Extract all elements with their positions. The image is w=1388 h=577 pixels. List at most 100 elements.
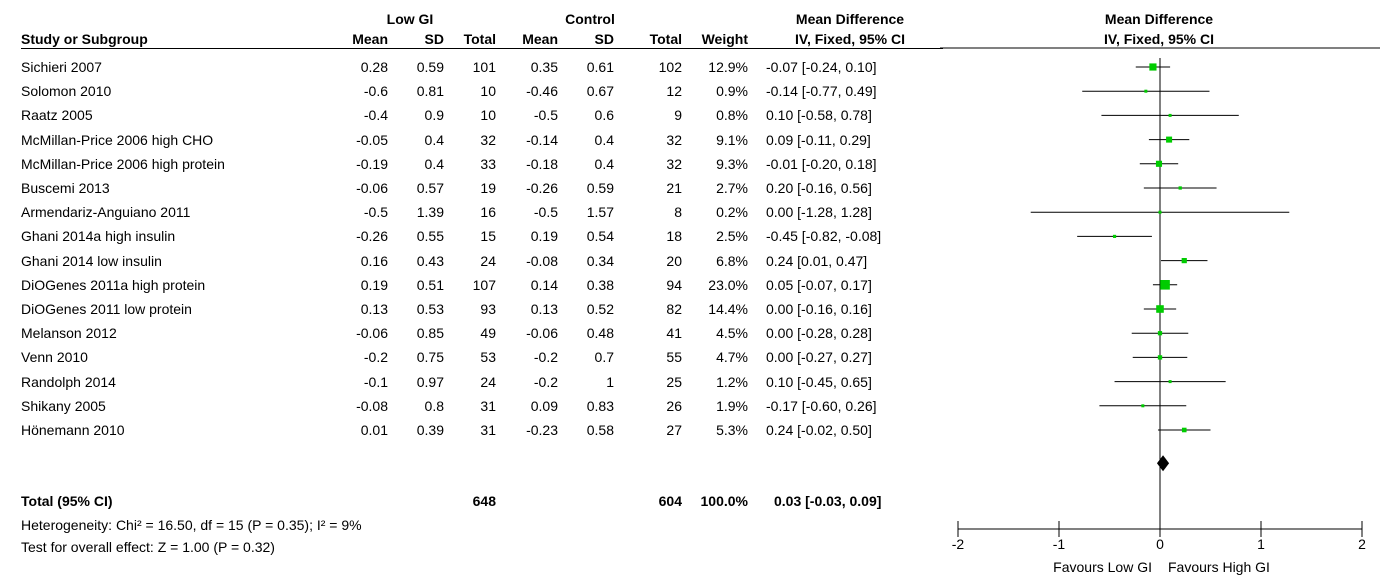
low-gi-mean: -0.08 (356, 397, 388, 414)
low-gi-total: 32 (480, 131, 496, 148)
low-gi-mean: -0.5 (363, 204, 388, 221)
low-gi-sd: 0.53 (416, 301, 444, 317)
control-sd: 0.6 (594, 107, 614, 124)
control-mean: 0.14 (530, 276, 558, 293)
total-low-gi-n: 648 (472, 493, 496, 509)
total-weight: 100.0% (700, 493, 748, 509)
x-tick-label: -2 (952, 536, 965, 552)
study-weight: 6.8% (716, 252, 748, 269)
study-name: Armendariz-Anguiano 2011 (21, 204, 191, 221)
study-ci: 0.10 [-0.45, 0.65] (766, 373, 872, 390)
study-weight: 2.5% (716, 228, 748, 245)
control-total: 32 (666, 155, 682, 172)
study-weight: 4.7% (716, 349, 748, 366)
study-ci: -0.45 [-0.82, -0.08] (766, 228, 882, 245)
control-sd: 0.4 (594, 131, 614, 148)
low-gi-total: 107 (472, 276, 496, 293)
x-tick-label: 1 (1257, 536, 1265, 552)
low-gi-mean: -0.06 (356, 325, 388, 342)
low-gi-sd: 0.51 (416, 276, 444, 293)
total-label: Total (95% CI) (21, 493, 113, 509)
overall-effect-text: Test for overall effect: Z = 1.00 (P = 0… (21, 539, 275, 555)
low-gi-total: 15 (480, 228, 496, 245)
low-gi-sd: 0.59 (416, 59, 444, 75)
forest-table: Low GI Control Mean Difference Study or … (21, 11, 943, 555)
low-gi-total: 31 (480, 397, 496, 414)
low-gi-total: 33 (480, 155, 496, 172)
study-name: DiOGenes 2011a high protein (21, 276, 206, 293)
study-name: Raatz 2005 (21, 107, 93, 124)
low-gi-mean: -0.1 (363, 373, 388, 390)
study-name: Hönemann 2010 (21, 422, 125, 438)
study-weight: 5.3% (716, 422, 748, 438)
study-weight: 1.9% (716, 397, 748, 414)
study-name: Buscemi 2013 (21, 180, 110, 196)
low-gi-sd: 0.57 (416, 180, 444, 196)
control-sd: 0.48 (586, 325, 614, 342)
low-gi-sd: 0.9 (424, 107, 444, 124)
control-mean: -0.06 (526, 325, 558, 342)
point-estimate-marker (1149, 63, 1157, 71)
low-gi-mean: -0.2 (363, 349, 388, 366)
study-ci: 0.05 [-0.07, 0.17] (766, 276, 872, 293)
control-sd: 0.38 (586, 276, 614, 293)
weight-header: Weight (701, 31, 748, 47)
low-gi-sd: 0.85 (416, 325, 444, 342)
low-gi-mean-header: Mean (352, 31, 388, 47)
study-weight: 4.5% (716, 325, 748, 342)
control-mean: -0.2 (533, 349, 558, 366)
control-sd: 0.52 (586, 301, 614, 317)
low-gi-sd: 0.97 (416, 373, 444, 390)
control-sd: 0.34 (586, 252, 614, 269)
control-total: 9 (674, 107, 682, 124)
low-gi-mean: 0.01 (360, 422, 388, 438)
control-mean: -0.5 (533, 107, 558, 124)
control-total: 41 (666, 325, 682, 342)
control-sd: 0.61 (586, 59, 614, 75)
study-ci: 0.00 [-1.28, 1.28] (766, 204, 872, 221)
plot-header-top: Mean Difference (1105, 11, 1213, 27)
control-mean: -0.14 (526, 131, 558, 148)
plot-header-sub: IV, Fixed, 95% CI (1104, 31, 1214, 47)
study-weight: 2.7% (716, 180, 748, 196)
total-ci: 0.03 [-0.03, 0.09] (774, 493, 882, 509)
low-gi-sd: 0.4 (424, 131, 444, 148)
study-weight: 12.9% (708, 59, 748, 75)
low-gi-mean: 0.16 (360, 252, 388, 269)
point-estimate-marker (1157, 355, 1163, 360)
study-column-header: Study or Subgroup (21, 31, 148, 47)
study-weight: 9.3% (716, 155, 748, 172)
control-sd: 0.4 (594, 155, 614, 172)
study-name: McMillan-Price 2006 high CHO (21, 131, 214, 148)
study-name: Ghani 2014a high insulin (21, 228, 176, 245)
low-gi-mean: -0.26 (356, 228, 388, 245)
control-total: 21 (666, 180, 682, 196)
study-name: Solomon 2010 (21, 83, 112, 100)
control-total: 94 (666, 276, 682, 293)
point-estimate-marker (1157, 331, 1163, 336)
point-estimate-marker (1181, 427, 1187, 433)
low-gi-sd: 0.55 (416, 228, 444, 245)
low-gi-total-header: Total (463, 31, 496, 47)
control-total: 55 (666, 349, 682, 366)
study-weight: 0.2% (716, 204, 748, 221)
study-weight: 14.4% (708, 301, 748, 317)
low-gi-mean: -0.06 (356, 180, 388, 196)
study-weight: 23.0% (708, 276, 748, 293)
header-rule (21, 48, 943, 49)
study-ci: -0.01 [-0.20, 0.18] (766, 155, 877, 172)
study-name: Randolph 2014 (21, 373, 116, 390)
control-mean: -0.08 (526, 252, 558, 269)
low-gi-header: Low GI (386, 11, 434, 27)
low-gi-sd: 0.43 (416, 252, 444, 269)
control-sd-header: SD (594, 31, 614, 47)
study-ci: 0.24 [-0.02, 0.50] (766, 422, 872, 438)
control-mean: -0.26 (526, 180, 558, 196)
low-gi-sd: 0.39 (416, 422, 444, 438)
effect-header-sub: IV, Fixed, 95% CI (795, 31, 905, 47)
low-gi-sd: 0.8 (424, 397, 444, 414)
control-total: 20 (666, 252, 682, 269)
control-total: 12 (666, 83, 682, 100)
control-total: 25 (666, 373, 682, 390)
low-gi-total: 93 (480, 301, 496, 317)
